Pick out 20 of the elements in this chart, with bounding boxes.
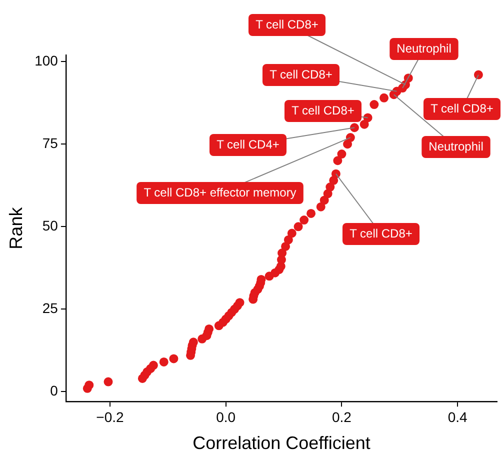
annotation: Neutrophil [396, 41, 452, 56]
x-axis-title: Correlation Coefficient [192, 433, 370, 454]
y-tick-label: 100 [34, 52, 58, 68]
y-axis-title: Rank [6, 206, 26, 250]
x-tick-label: 0.2 [332, 408, 352, 425]
annotation: T cell CD8+ [256, 17, 318, 32]
y-tick-label: 75 [42, 134, 58, 151]
annotation: T cell CD8+ [292, 103, 354, 118]
y-tick-label: 25 [42, 300, 58, 316]
annotation: T cell CD8+ [270, 67, 332, 82]
annotation: T cell CD8+ [430, 101, 494, 116]
annotation: Neutrophil [428, 139, 484, 154]
y-tick-label: 0 [50, 382, 58, 399]
annotation: T cell CD8+ effector memory [144, 185, 296, 200]
annotation: T cell CD8+ [350, 226, 412, 240]
x-tick-label: 0.0 [216, 408, 236, 425]
annotation: T cell CD4+ [216, 137, 280, 152]
x-tick-label: 0.4 [448, 408, 468, 425]
x-tick-label: −0.2 [96, 408, 124, 425]
y-tick-label: 50 [42, 218, 58, 234]
